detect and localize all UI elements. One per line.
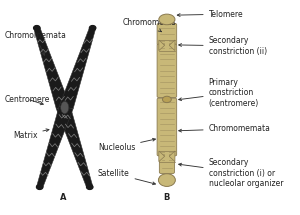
Bar bbox=[165, 151, 169, 162]
Polygon shape bbox=[169, 40, 175, 51]
Circle shape bbox=[89, 26, 96, 30]
Text: Chromomemata: Chromomemata bbox=[179, 124, 271, 133]
Ellipse shape bbox=[158, 174, 175, 186]
Circle shape bbox=[37, 185, 43, 189]
Circle shape bbox=[34, 26, 40, 30]
Ellipse shape bbox=[163, 96, 171, 103]
FancyBboxPatch shape bbox=[157, 98, 177, 156]
FancyBboxPatch shape bbox=[159, 155, 174, 174]
Text: Chromomeres: Chromomeres bbox=[122, 18, 176, 32]
Polygon shape bbox=[37, 106, 73, 188]
Text: Matrix: Matrix bbox=[13, 129, 49, 140]
Bar bbox=[165, 40, 169, 51]
Polygon shape bbox=[56, 106, 93, 188]
Text: Primary
constriction
(centromere): Primary constriction (centromere) bbox=[179, 78, 259, 108]
Polygon shape bbox=[159, 40, 165, 51]
Polygon shape bbox=[34, 27, 70, 109]
Text: Secondary
constriction (i) or
nucleolar organizer: Secondary constriction (i) or nucleolar … bbox=[179, 158, 283, 188]
Circle shape bbox=[87, 185, 93, 189]
Text: A: A bbox=[60, 193, 67, 202]
FancyBboxPatch shape bbox=[157, 44, 177, 98]
Ellipse shape bbox=[61, 101, 69, 114]
Text: Chromomemata: Chromomemata bbox=[4, 31, 66, 55]
Text: Secondary
constriction (ii): Secondary constriction (ii) bbox=[179, 36, 267, 56]
Ellipse shape bbox=[159, 14, 175, 25]
Text: Nucleolus: Nucleolus bbox=[98, 138, 155, 152]
Text: Telomere: Telomere bbox=[177, 10, 243, 19]
Polygon shape bbox=[169, 151, 175, 162]
Polygon shape bbox=[159, 151, 165, 162]
Text: Satellite: Satellite bbox=[98, 169, 155, 185]
Polygon shape bbox=[59, 27, 96, 109]
Text: Centromere: Centromere bbox=[4, 95, 50, 105]
Text: B: B bbox=[164, 193, 170, 202]
FancyBboxPatch shape bbox=[157, 23, 177, 45]
